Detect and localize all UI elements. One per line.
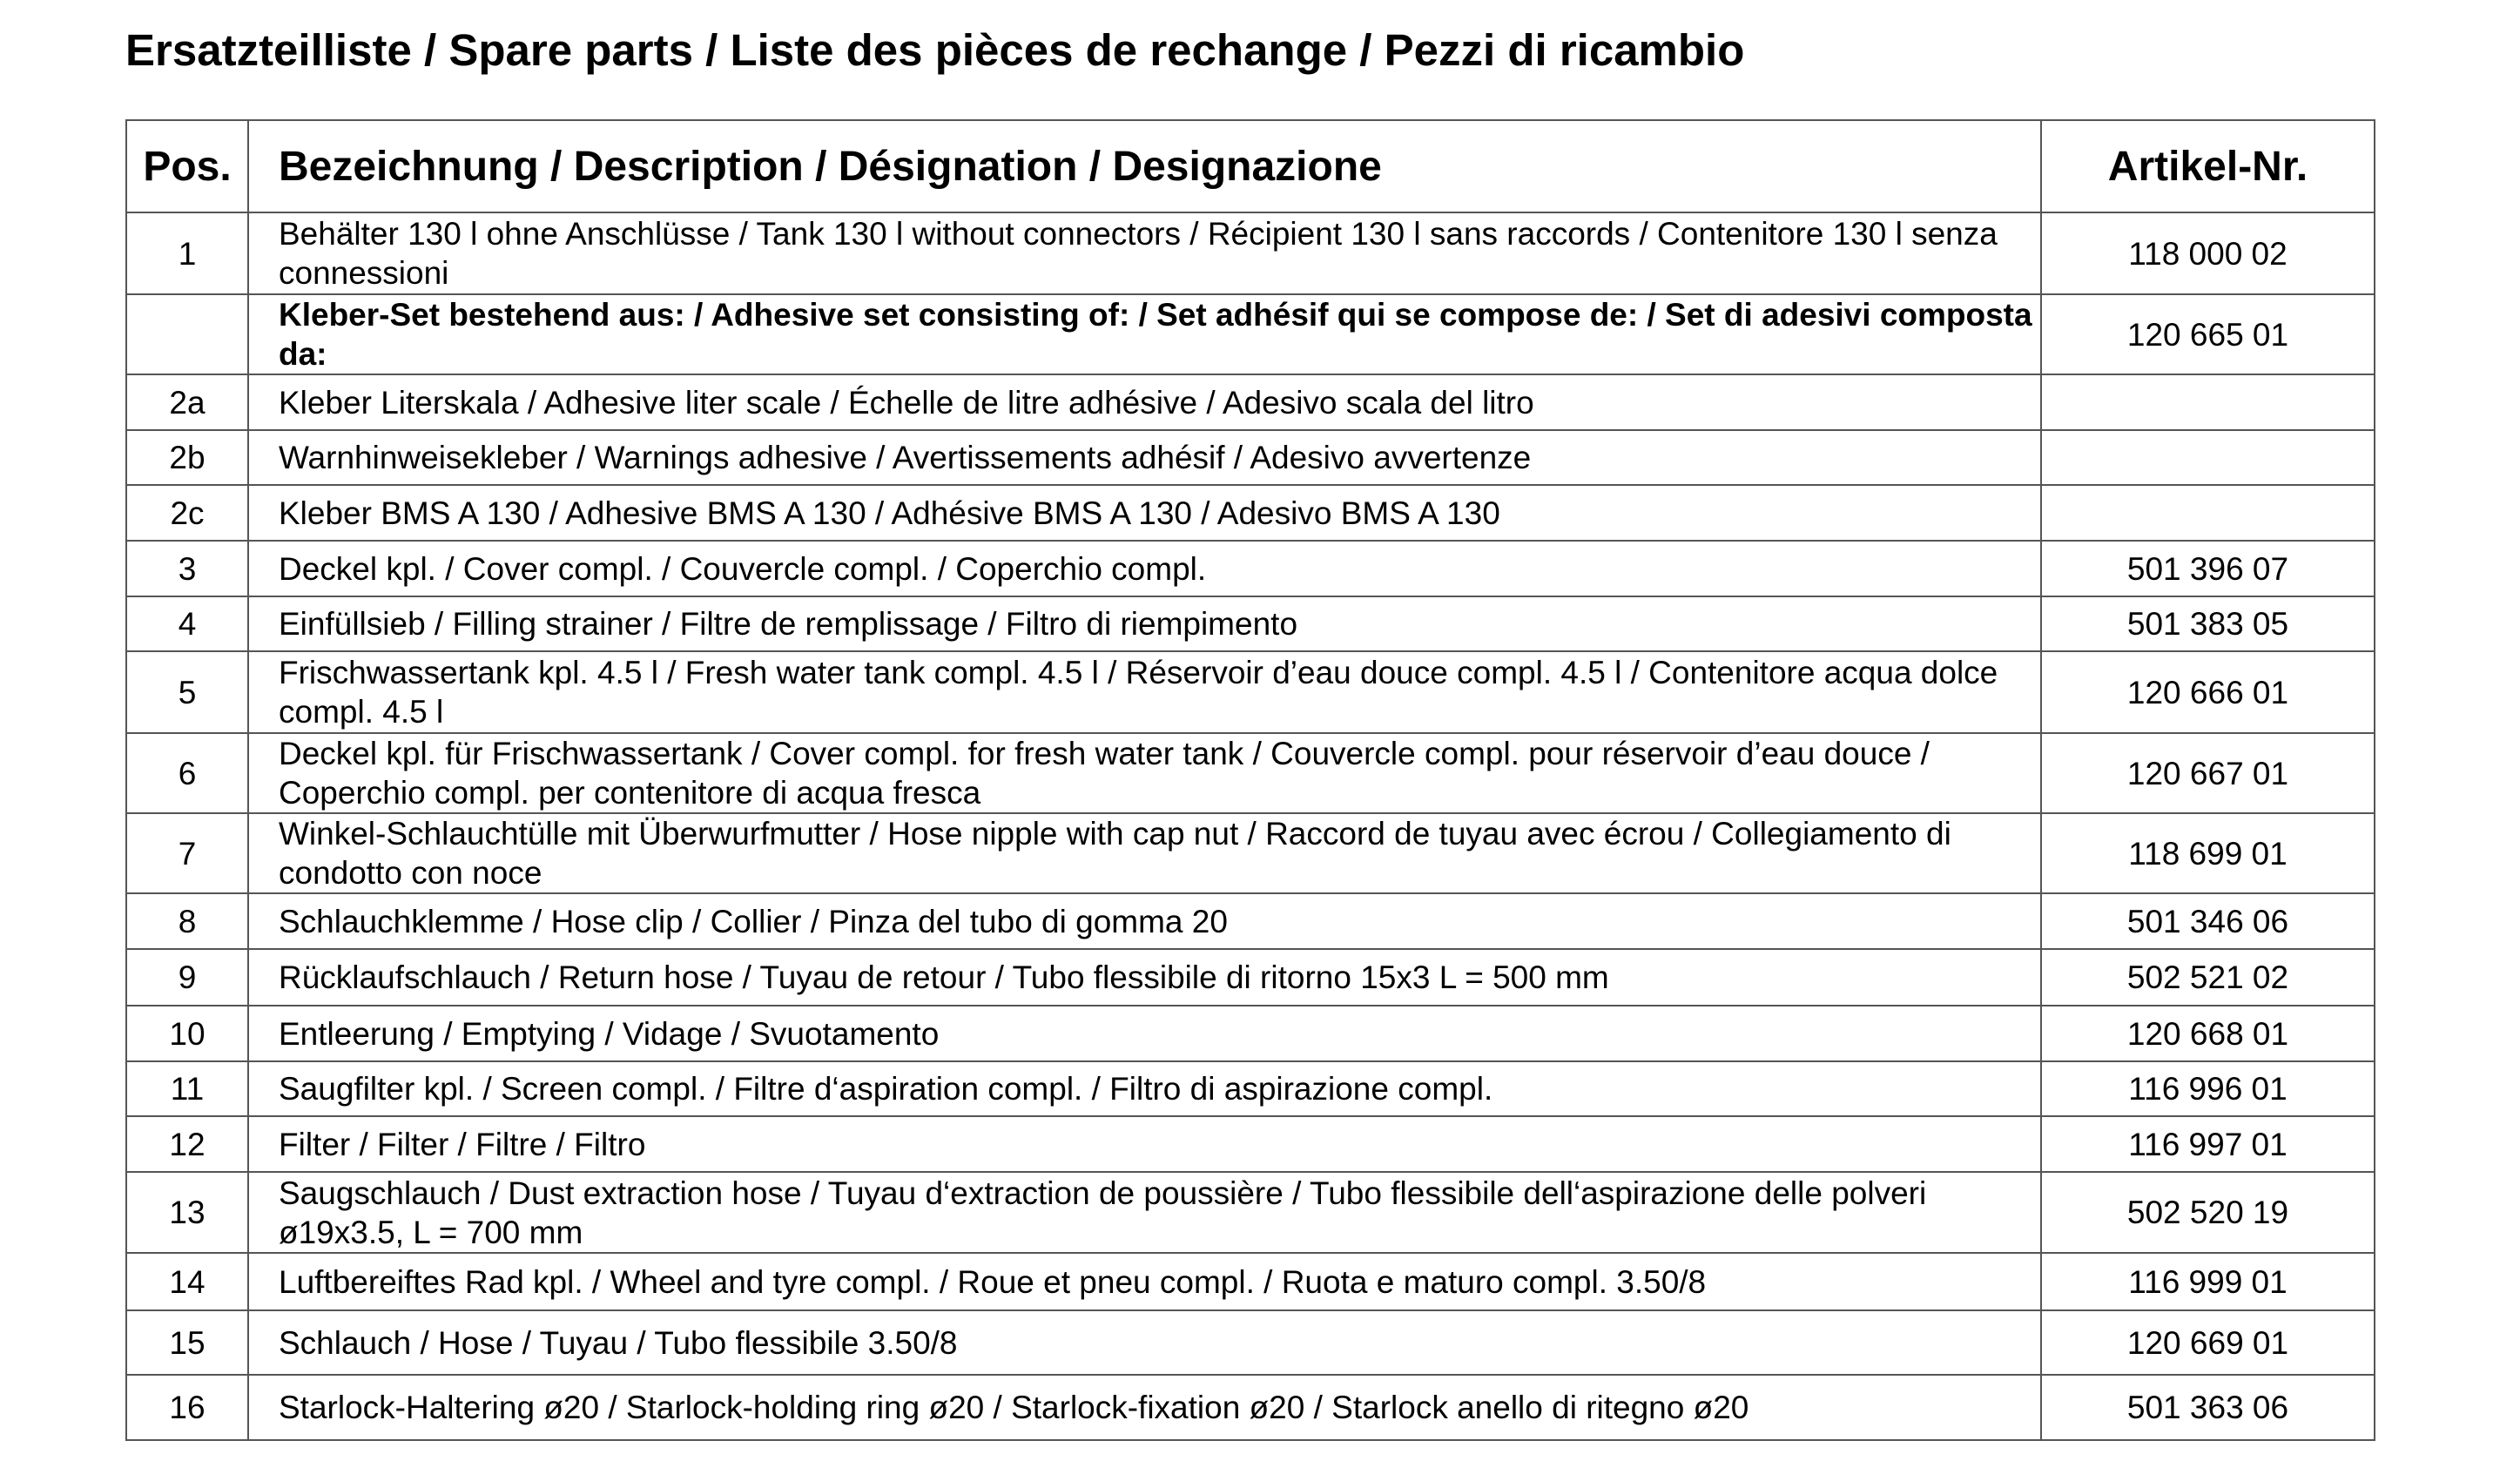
cell-article-number: 120 665 01 <box>2040 293 2375 375</box>
cell-article-number: 116 999 01 <box>2040 1252 2375 1311</box>
cell-article-number: 116 997 01 <box>2040 1115 2375 1173</box>
cell-pos: 2c <box>125 484 249 542</box>
table-row: 2b Warnhinweisekleber / Warnings adhesive… <box>125 429 2375 486</box>
table-row: 1 Behälter 130 l ohne Anschlüsse / Tank 1… <box>125 212 2375 295</box>
table-row: 10 Entleerung / Emptying / Vidage / Svuot… <box>125 1005 2375 1062</box>
cell-pos: 6 <box>125 732 249 814</box>
cell-description: Luftbereiftes Rad kpl. / Wheel and tyre … <box>247 1252 2042 1311</box>
header-description: Bezeichnung / Description / Désignation … <box>247 119 2042 213</box>
cell-description: Behälter 130 l ohne Anschlüsse / Tank 13… <box>247 212 2042 295</box>
cell-pos: 7 <box>125 812 249 894</box>
header-pos: Pos. <box>125 119 249 213</box>
cell-article-number: 120 669 01 <box>2040 1309 2375 1376</box>
table-row: 14 Luftbereiftes Rad kpl. / Wheel and tyr… <box>125 1252 2375 1311</box>
cell-pos: 12 <box>125 1115 249 1173</box>
cell-article-number: 116 996 01 <box>2040 1060 2375 1117</box>
cell-article-number: 120 668 01 <box>2040 1005 2375 1062</box>
table-row: 9 Rücklaufschlauch / Return hose / Tuyau … <box>125 948 2375 1006</box>
cell-description: Kleber BMS A 130 / Adhesive BMS A 130 / … <box>247 484 2042 542</box>
cell-description: Deckel kpl. für Frischwassertank / Cover… <box>247 732 2042 814</box>
cell-article-number: 118 000 02 <box>2040 212 2375 295</box>
cell-article-number: 502 520 19 <box>2040 1171 2375 1254</box>
table-row: 2a Kleber Literskala / Adhesive liter sca… <box>125 374 2375 431</box>
cell-pos: 3 <box>125 540 249 597</box>
cell-description: Saugschlauch / Dust extraction hose / Tu… <box>247 1171 2042 1254</box>
table-row: 3 Deckel kpl. / Cover compl. / Couvercle … <box>125 540 2375 597</box>
table-row: 8 Schlauchklemme / Hose clip / Collier / … <box>125 892 2375 950</box>
cell-description: Winkel-Schlauchtülle mit Überwurfmutter … <box>247 812 2042 894</box>
cell-description: Schlauch / Hose / Tuyau / Tubo flessibil… <box>247 1309 2042 1376</box>
table-header-row: Pos. Bezeichnung / Description / Désigna… <box>125 119 2375 213</box>
cell-pos: 2a <box>125 374 249 431</box>
cell-article-number <box>2040 484 2375 542</box>
table-row: 11 Saugfilter kpl. / Screen compl. / Filt… <box>125 1060 2375 1117</box>
cell-article-number: 120 667 01 <box>2040 732 2375 814</box>
cell-article-number <box>2040 429 2375 486</box>
cell-pos: 15 <box>125 1309 249 1376</box>
table-row: 16 Starlock-Haltering ø20 / Starlock-hold… <box>125 1374 2375 1441</box>
cell-pos: 1 <box>125 212 249 295</box>
cell-pos <box>125 293 249 375</box>
cell-pos: 9 <box>125 948 249 1006</box>
cell-article-number: 501 396 07 <box>2040 540 2375 597</box>
cell-description: Deckel kpl. / Cover compl. / Couvercle c… <box>247 540 2042 597</box>
cell-pos: 10 <box>125 1005 249 1062</box>
cell-article-number <box>2040 374 2375 431</box>
cell-description: Filter / Filter / Filtre / Filtro <box>247 1115 2042 1173</box>
cell-article-number: 120 666 01 <box>2040 650 2375 734</box>
cell-description: Kleber Literskala / Adhesive liter scale… <box>247 374 2042 431</box>
cell-description: Kleber-Set bestehend aus: / Adhesive set… <box>247 293 2042 375</box>
table-row: 7 Winkel-Schlauchtülle mit Überwurfmutter… <box>125 812 2375 894</box>
cell-description: Einfüllsieb / Filling strainer / Filtre … <box>247 596 2042 652</box>
table-row: 15 Schlauch / Hose / Tuyau / Tubo flessib… <box>125 1309 2375 1376</box>
cell-pos: 5 <box>125 650 249 734</box>
header-article-number: Artikel-Nr. <box>2040 119 2375 213</box>
cell-article-number: 501 363 06 <box>2040 1374 2375 1441</box>
cell-description: Frischwassertank kpl. 4.5 l / Fresh wate… <box>247 650 2042 734</box>
table-row: 13 Saugschlauch / Dust extraction hose / … <box>125 1171 2375 1254</box>
cell-pos: 13 <box>125 1171 249 1254</box>
cell-description: Saugfilter kpl. / Screen compl. / Filtre… <box>247 1060 2042 1117</box>
cell-description: Schlauchklemme / Hose clip / Collier / P… <box>247 892 2042 950</box>
cell-description: Warnhinweisekleber / Warnings adhesive /… <box>247 429 2042 486</box>
cell-pos: 16 <box>125 1374 249 1441</box>
cell-pos: 4 <box>125 596 249 652</box>
cell-pos: 2b <box>125 429 249 486</box>
cell-article-number: 501 383 05 <box>2040 596 2375 652</box>
table-row: 12 Filter / Filter / Filtre / Filtro 116 9… <box>125 1115 2375 1173</box>
cell-description: Rücklaufschlauch / Return hose / Tuyau d… <box>247 948 2042 1006</box>
cell-pos: 8 <box>125 892 249 950</box>
cell-pos: 11 <box>125 1060 249 1117</box>
cell-description: Starlock-Haltering ø20 / Starlock-holdin… <box>247 1374 2042 1441</box>
cell-article-number: 118 699 01 <box>2040 812 2375 894</box>
cell-article-number: 502 521 02 <box>2040 948 2375 1006</box>
page-title: Ersatzteilliste / Spare parts / Liste de… <box>125 25 1745 75</box>
table-row: 5 Frischwassertank kpl. 4.5 l / Fresh wat… <box>125 650 2375 734</box>
cell-description: Entleerung / Emptying / Vidage / Svuotam… <box>247 1005 2042 1062</box>
spare-parts-table: Pos. Bezeichnung / Description / Désigna… <box>125 119 2375 1441</box>
table-row: Kleber-Set bestehend aus: / Adhesive set… <box>125 293 2375 375</box>
cell-pos: 14 <box>125 1252 249 1311</box>
cell-article-number: 501 346 06 <box>2040 892 2375 950</box>
table-row: 6 Deckel kpl. für Frischwassertank / Cove… <box>125 732 2375 814</box>
table-row: 4 Einfüllsieb / Filling strainer / Filtre… <box>125 596 2375 652</box>
table-row: 2c Kleber BMS A 130 / Adhesive BMS A 130 … <box>125 484 2375 542</box>
